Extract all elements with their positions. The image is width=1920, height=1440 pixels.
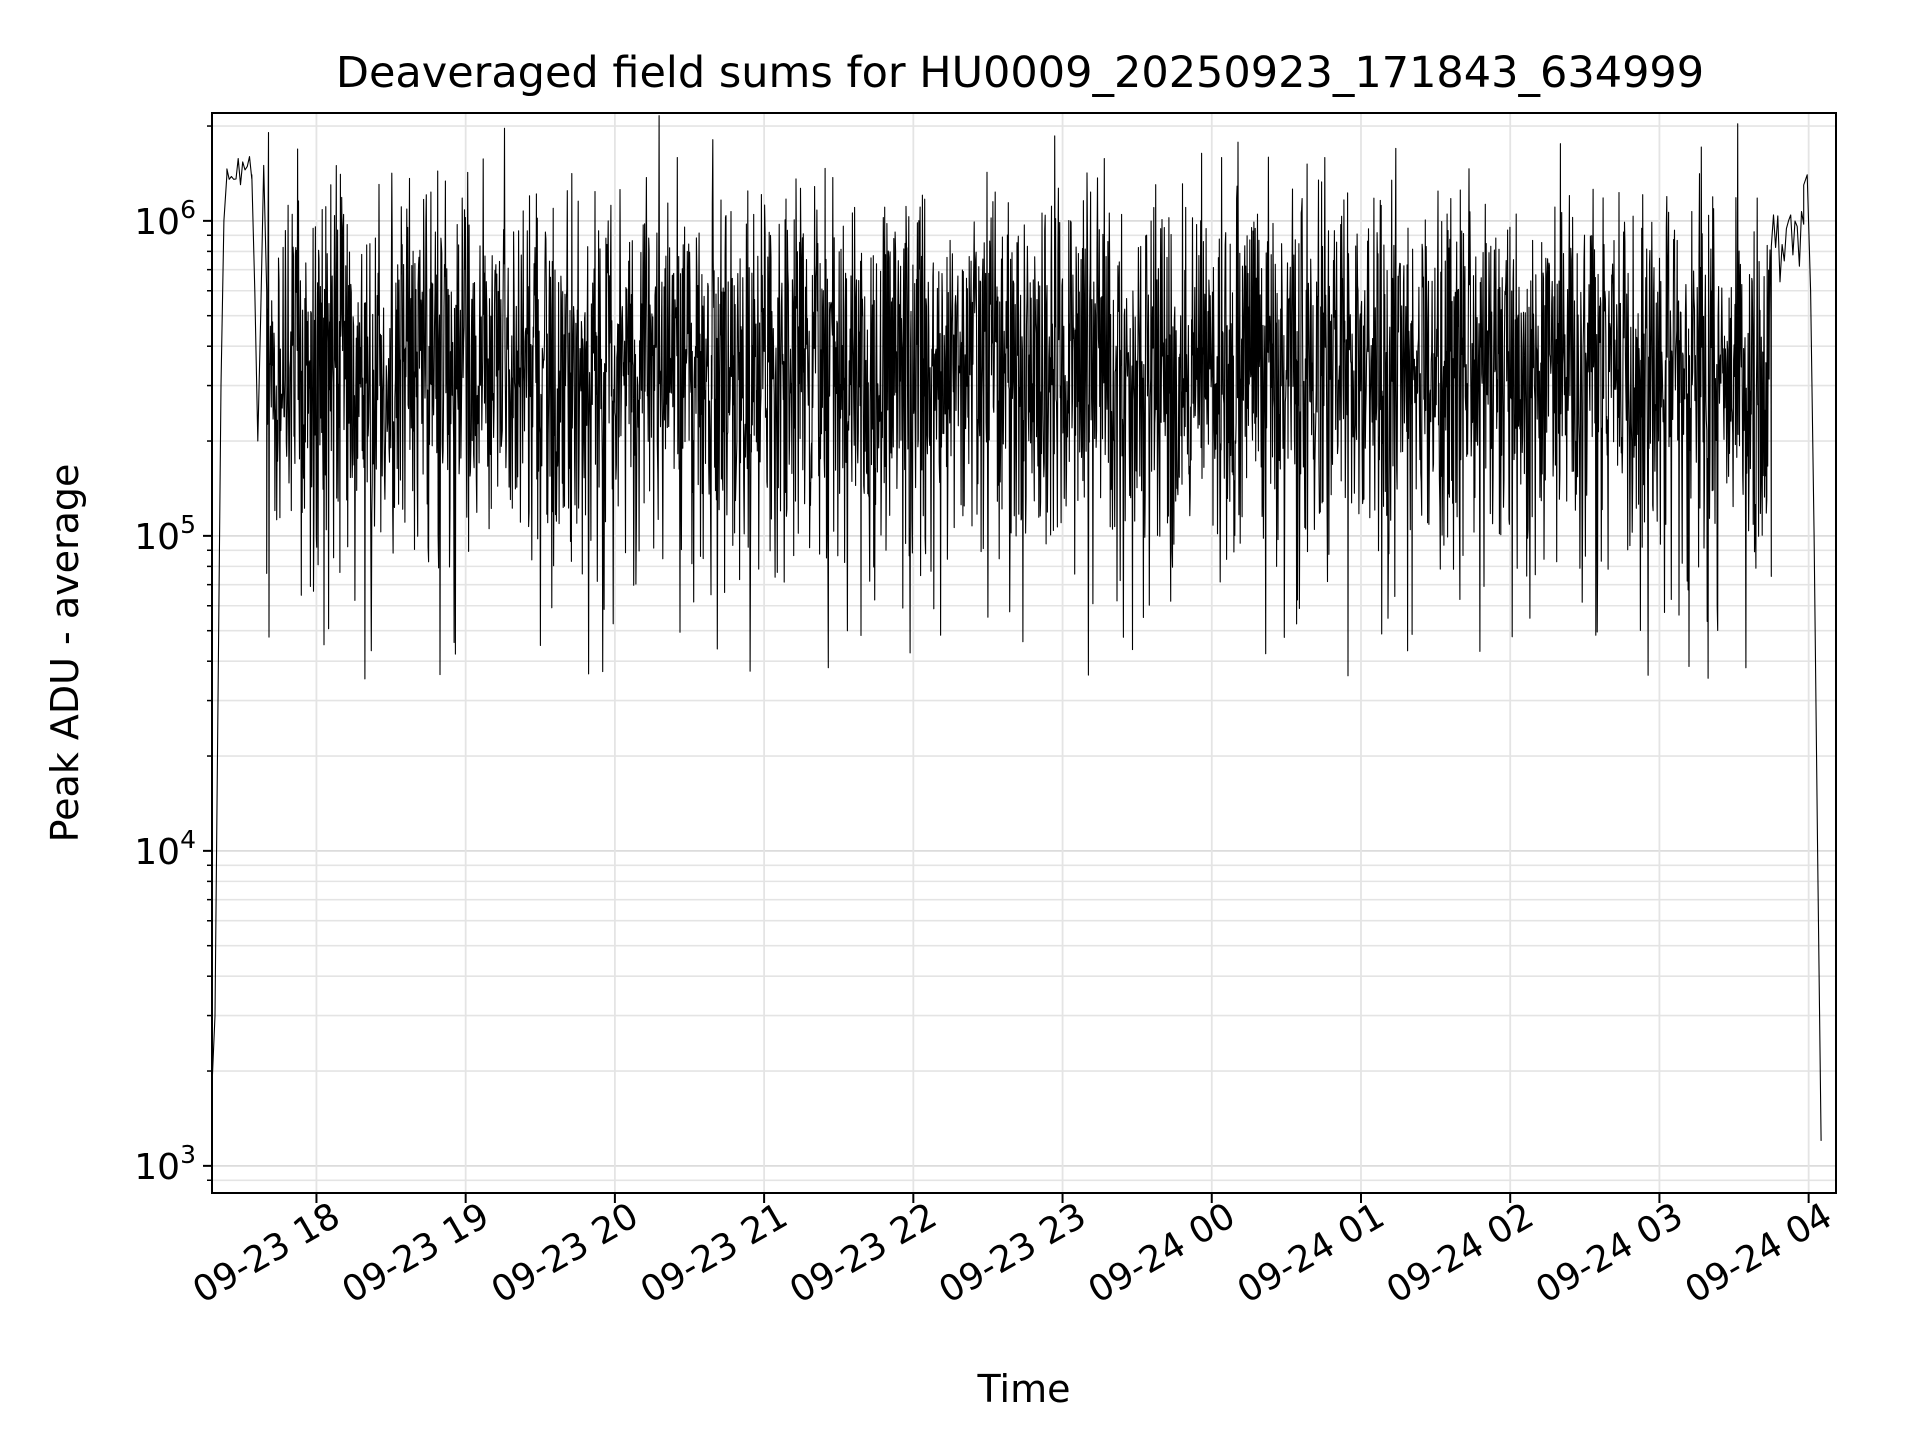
x-tick-label: 09-24 01	[1231, 1195, 1392, 1311]
chart-title: Deaveraged field sums for HU0009_2025092…	[336, 48, 1704, 98]
series-layer	[211, 115, 1822, 1141]
x-tick-label: 09-23 18	[186, 1195, 347, 1311]
x-axis-label: Time	[977, 1367, 1071, 1411]
x-tick-label: 09-24 03	[1529, 1195, 1690, 1311]
x-tick-label: 09-23 20	[485, 1195, 646, 1311]
x-tick-label: 09-24 04	[1678, 1195, 1839, 1311]
series-line	[211, 115, 1822, 1141]
y-axis-label: Peak ADU - average	[43, 464, 87, 843]
y-tick-label: 105	[134, 510, 196, 558]
y-axis: 103 104 105 106	[134, 125, 212, 1188]
plot-frame	[211, 112, 1837, 1194]
x-tick-label: 09-23 22	[783, 1195, 944, 1311]
y-tick-label: 104	[134, 825, 196, 873]
x-tick-label: 09-23 21	[634, 1195, 795, 1311]
x-tick-label: 09-24 00	[1082, 1195, 1243, 1311]
x-tick-label: 09-23 19	[335, 1195, 496, 1311]
y-tick-label: 103	[134, 1140, 196, 1188]
x-tick-label: 09-23 23	[932, 1195, 1093, 1311]
y-tick-label: 106	[134, 195, 196, 243]
x-tick-label: 09-24 02	[1380, 1195, 1541, 1311]
